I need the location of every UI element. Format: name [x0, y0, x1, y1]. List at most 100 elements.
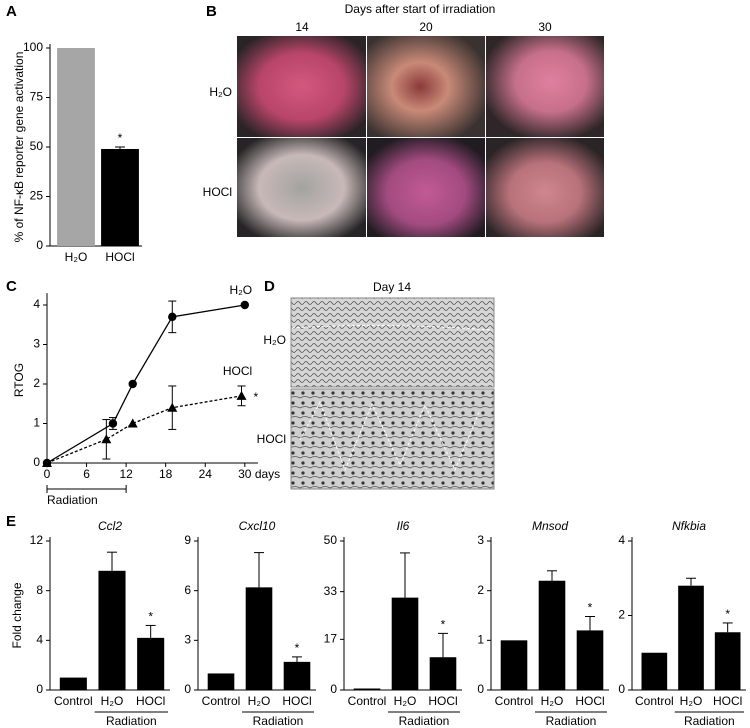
panel-letter: C — [6, 278, 17, 295]
y-tick-label: 3 — [33, 337, 40, 351]
column-label: 20 — [419, 20, 433, 34]
bar — [500, 640, 528, 690]
y-tick-label: 9 — [184, 533, 191, 547]
y-tick-label: 0 — [477, 682, 484, 696]
bar — [245, 587, 273, 690]
panel-letter: A — [6, 3, 17, 20]
significance: * — [441, 618, 446, 632]
significance: * — [118, 131, 123, 145]
x-tick-label: 12 — [119, 467, 133, 481]
bracket-label: Radiation — [47, 493, 98, 507]
y-tick-label: 1 — [33, 416, 40, 430]
x-tick-label: H₂O — [248, 694, 271, 708]
row-label: HOCl — [257, 432, 286, 446]
chart-title: Il6 — [397, 519, 410, 533]
marker — [127, 418, 138, 428]
x-axis-label: days — [255, 467, 280, 481]
y-tick-label: 0 — [33, 455, 40, 469]
photo-grid — [237, 36, 604, 237]
x-tick-label: Control — [202, 694, 241, 708]
y-tick-label: 0 — [330, 682, 337, 696]
x-tick-label: H₂O — [680, 694, 703, 708]
bar — [283, 661, 311, 690]
x-tick-label: 18 — [159, 467, 173, 481]
series-line — [46, 395, 242, 464]
significance: * — [725, 607, 730, 621]
chart-title: Cxcl10 — [239, 519, 276, 533]
series-line — [46, 304, 245, 464]
panel-letter: B — [206, 3, 217, 20]
y-tick-label: 2 — [618, 608, 625, 622]
x-tick-label: 6 — [83, 467, 90, 481]
x-tick-label: Control — [348, 694, 387, 708]
marker — [167, 402, 178, 412]
panel-title: Days after start of irradiation — [345, 2, 496, 16]
x-tick-label: H₂O — [65, 250, 88, 264]
photo — [237, 36, 366, 137]
bar — [98, 570, 126, 690]
y-tick-label: 4 — [618, 533, 625, 547]
y-tick-label: 50 — [324, 533, 338, 547]
photo — [486, 138, 604, 237]
group-label: Radiation — [253, 714, 304, 728]
bar — [429, 657, 457, 690]
y-tick-label: 50 — [30, 139, 44, 153]
marker — [240, 300, 250, 310]
bar — [576, 630, 604, 690]
x-tick-label: H₂O — [394, 694, 417, 708]
x-tick-label: H₂O — [541, 694, 564, 708]
y-tick-label: 6 — [184, 583, 191, 597]
x-tick-label: H₂O — [101, 694, 124, 708]
bar — [59, 677, 87, 690]
group-label: Radiation — [106, 714, 157, 728]
x-tick-label: Control — [495, 694, 534, 708]
y-tick-label: 17 — [324, 632, 338, 646]
x-tick-label: HOCl — [105, 250, 134, 264]
marker — [128, 379, 137, 389]
bar — [353, 688, 381, 690]
series-label: H₂O — [229, 283, 252, 297]
y-tick-label: 75 — [30, 90, 44, 104]
y-tick-label: 1 — [477, 633, 484, 647]
histology — [290, 297, 495, 490]
boundary — [291, 324, 493, 331]
bar — [641, 652, 668, 690]
y-axis-label: % of NF-κB reporter gene activation — [12, 52, 26, 243]
y-tick-label: 0 — [36, 238, 43, 252]
marker — [108, 419, 118, 428]
chart-title: Mnsod — [532, 519, 568, 533]
row-label: H₂O — [263, 333, 286, 347]
row-label: H₂O — [209, 85, 232, 99]
marker — [168, 312, 177, 322]
x-tick-label: Control — [54, 694, 93, 708]
panel-letter: E — [6, 513, 16, 530]
micrograph — [290, 297, 495, 388]
y-tick-label: 12 — [30, 533, 44, 547]
x-tick-label: HOCl — [136, 694, 165, 708]
panel-letter: D — [264, 278, 275, 295]
x-tick-label: HOCl — [282, 694, 311, 708]
micrograph — [290, 388, 495, 490]
bar — [714, 632, 741, 690]
series-label: HOCl — [223, 364, 252, 378]
bar — [678, 585, 704, 690]
y-tick-label: 4 — [36, 633, 43, 647]
significance: * — [148, 610, 153, 624]
boundary — [299, 400, 481, 472]
significance: * — [588, 601, 593, 615]
y-tick-label: 100 — [23, 40, 43, 54]
photo — [367, 36, 485, 137]
row-label: HOCl — [203, 185, 232, 199]
marker — [42, 458, 52, 467]
significance: * — [295, 641, 300, 655]
y-tick-label: 33 — [324, 584, 338, 598]
panel-title: Day 14 — [373, 280, 411, 294]
chart-title: Nfkbia — [672, 519, 706, 533]
group-label: Radiation — [399, 714, 450, 728]
x-tick-label: Control — [635, 694, 674, 708]
marker — [101, 434, 112, 444]
x-tick-label: HOCl — [428, 694, 457, 708]
y-tick-label: 0 — [36, 682, 43, 696]
x-tick-label: 30 — [238, 467, 252, 481]
